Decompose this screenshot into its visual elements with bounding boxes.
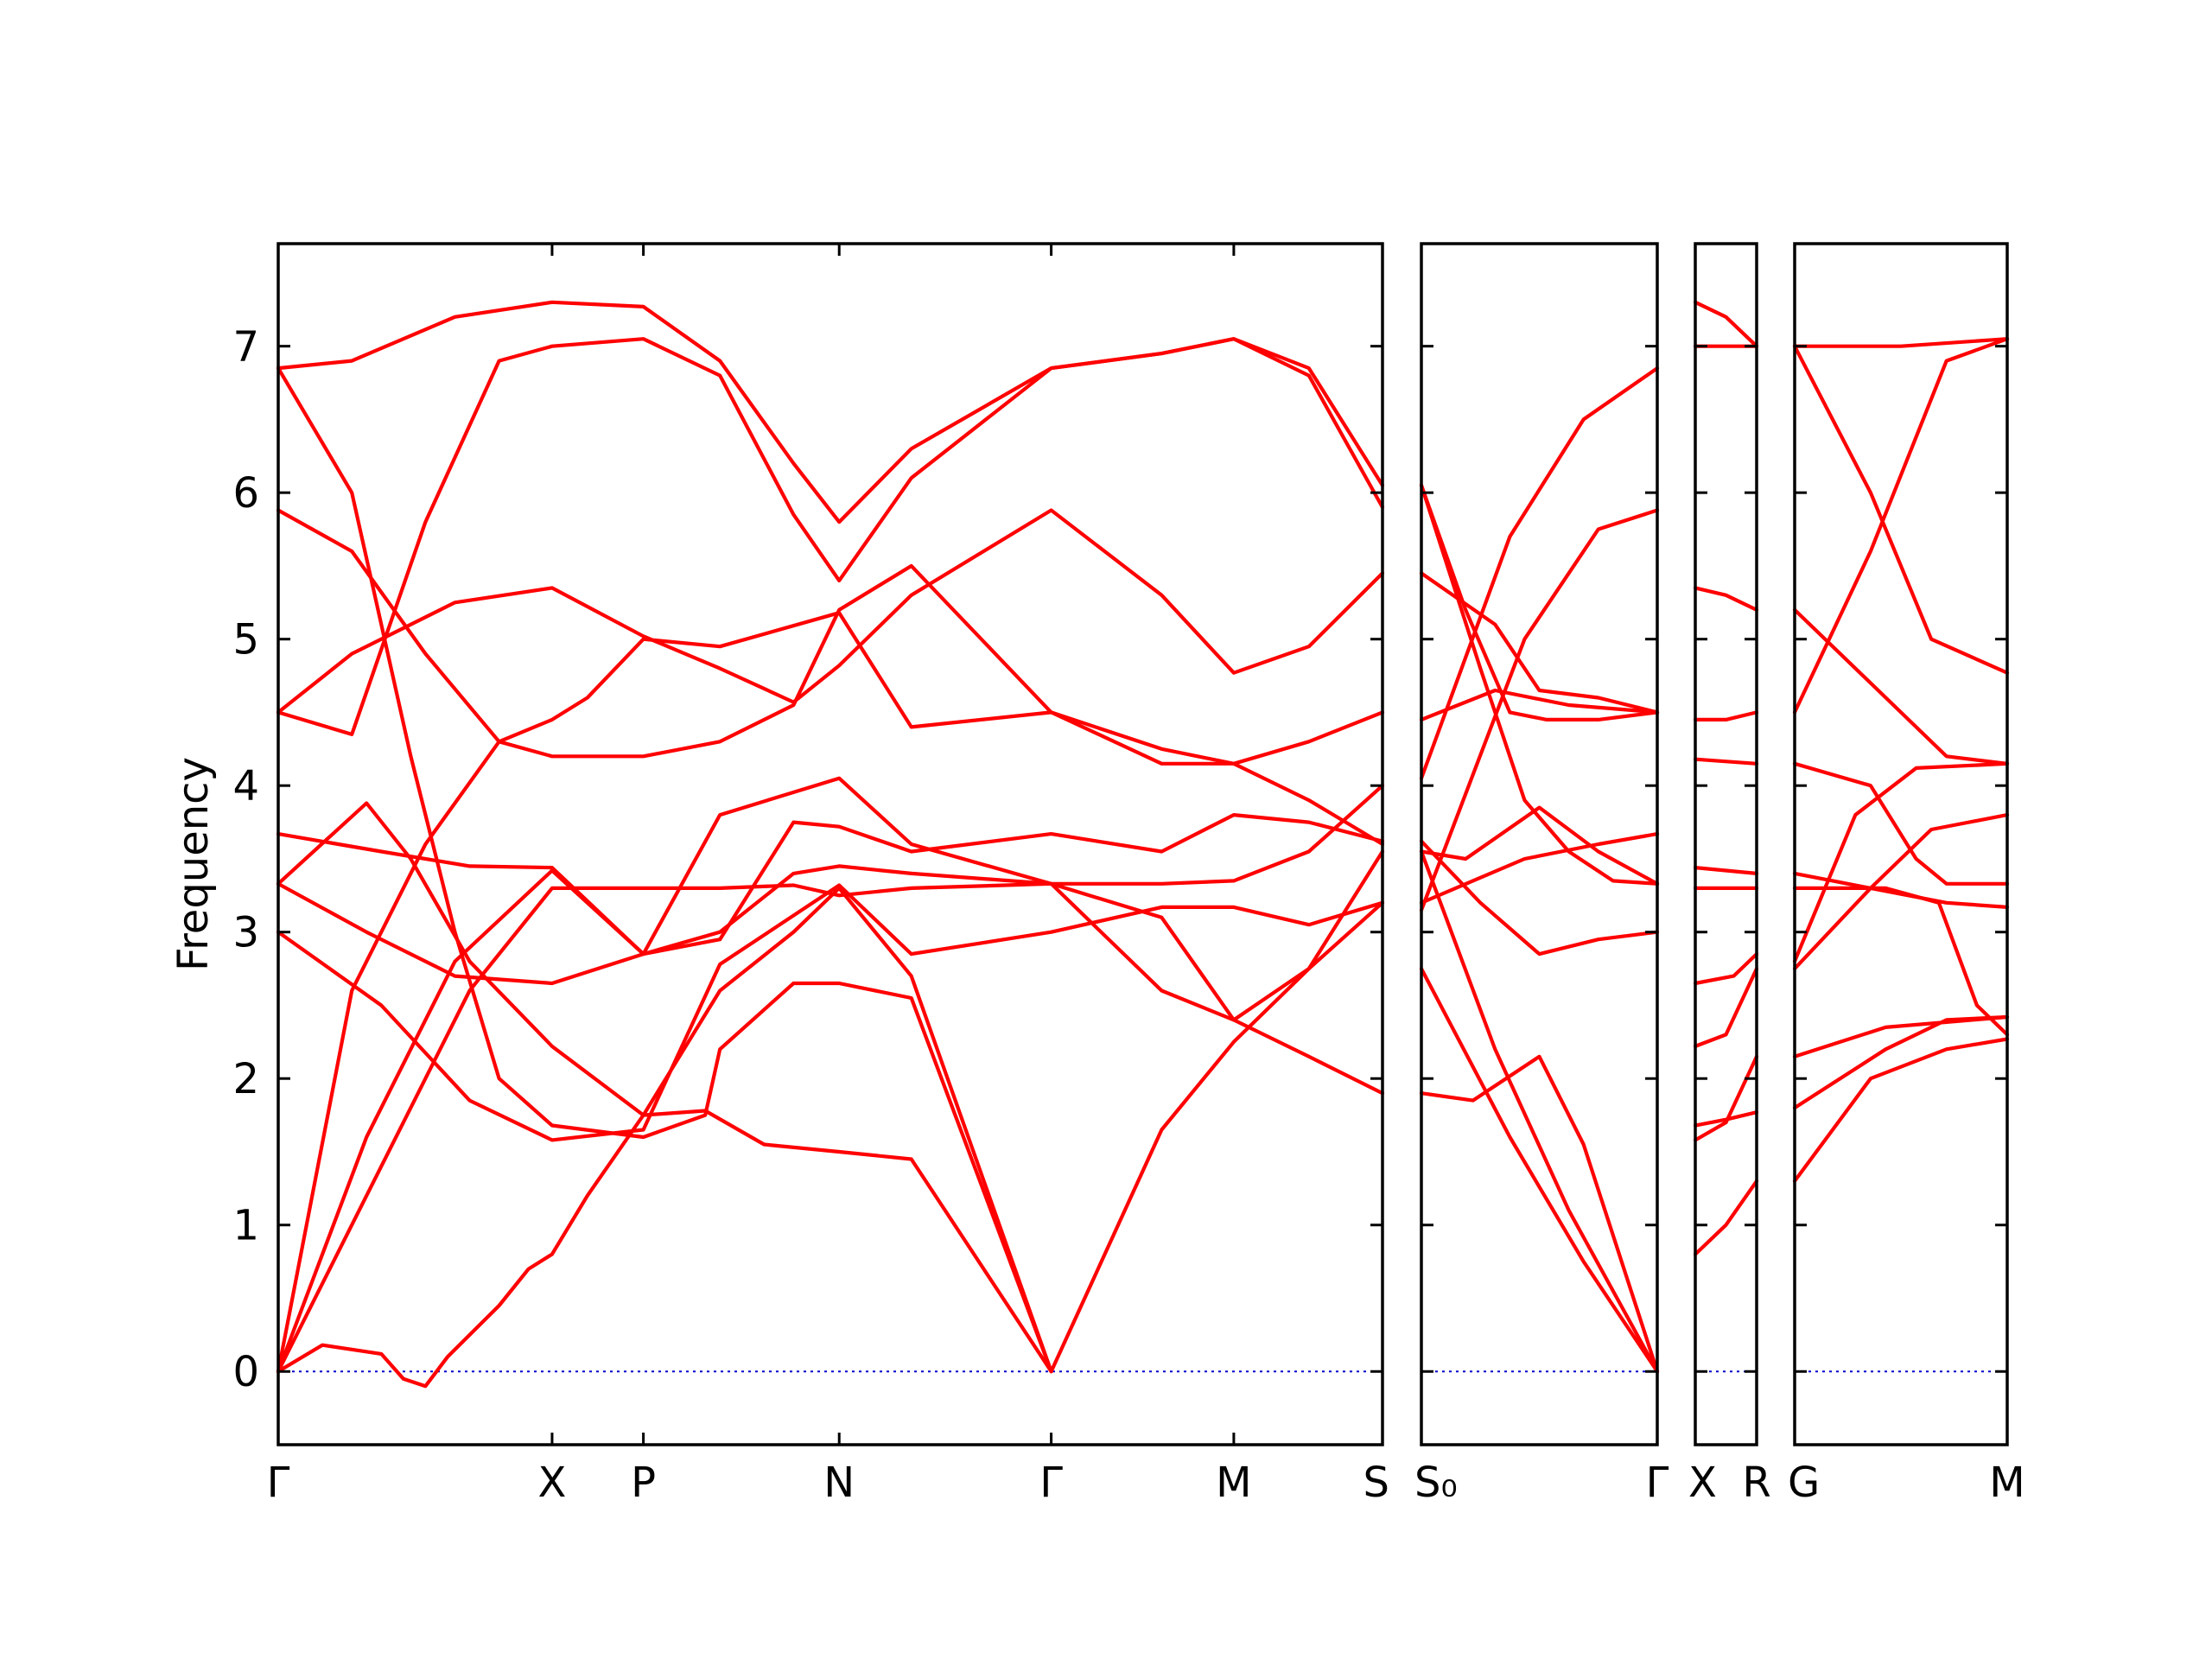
band-line-8 bbox=[1419, 805, 1660, 886]
band-line-1 bbox=[1792, 337, 2010, 348]
band-line-10 bbox=[276, 508, 1385, 715]
x-tick-label: X bbox=[537, 1459, 566, 1507]
band-line-5 bbox=[1419, 688, 1660, 721]
x-tick-label: M bbox=[1989, 1459, 2024, 1507]
band-line-12 bbox=[1792, 1037, 2010, 1183]
panel-frame bbox=[1793, 242, 2009, 1446]
y-tick-label: 5 bbox=[232, 616, 259, 664]
band-line-9 bbox=[1792, 886, 2010, 1037]
band-line-7 bbox=[1419, 832, 1660, 905]
band-line-5 bbox=[1693, 757, 1759, 766]
band-line-10 bbox=[1419, 967, 1660, 1374]
y-tick-label: 4 bbox=[232, 762, 259, 810]
band-line-6 bbox=[1419, 839, 1660, 957]
band-line-5 bbox=[276, 883, 1385, 1142]
band-line-11 bbox=[1693, 1110, 1759, 1128]
panel-frame bbox=[1420, 242, 1659, 1446]
x-tick-label: S₀ bbox=[1414, 1459, 1458, 1507]
y-tick-label: 3 bbox=[232, 909, 259, 957]
band-line-3 bbox=[1792, 337, 2010, 715]
band-line-1 bbox=[1419, 483, 1660, 886]
band-line-3 bbox=[1693, 586, 1759, 612]
band-line-8 bbox=[276, 801, 1053, 1374]
x-tick-label: M bbox=[1216, 1459, 1251, 1507]
band-line-10 bbox=[1792, 1014, 2010, 1058]
panel-frame bbox=[1694, 242, 1758, 1446]
band-line-9 bbox=[1693, 967, 1759, 1048]
band-line-11 bbox=[1792, 1014, 2010, 1110]
y-tick-label: 0 bbox=[232, 1348, 259, 1396]
panel-2: S₀ Γ bbox=[1414, 242, 1669, 1507]
band-line-3 bbox=[1419, 366, 1660, 780]
x-tick-label: X bbox=[1688, 1459, 1717, 1507]
x-tick-label: P bbox=[631, 1459, 656, 1507]
band-line-13 bbox=[276, 366, 1385, 1374]
band-line-1 bbox=[276, 1109, 1053, 1389]
x-tick-label: Γ bbox=[1646, 1459, 1669, 1507]
band-line-4 bbox=[1792, 607, 2010, 766]
y-tick-label: 2 bbox=[232, 1055, 259, 1103]
band-line-9 bbox=[1419, 508, 1660, 912]
band-line-4 bbox=[1419, 571, 1660, 715]
band-line-12 bbox=[1693, 1179, 1759, 1256]
band-line-11 bbox=[1419, 849, 1660, 1374]
band-line-2 bbox=[276, 784, 1385, 1374]
band-line-12 bbox=[276, 300, 1385, 524]
band-line-2 bbox=[1419, 483, 1660, 721]
band-line-12 bbox=[1419, 1054, 1660, 1374]
panel-frame bbox=[276, 242, 1384, 1446]
x-tick-label: Γ bbox=[1039, 1459, 1063, 1507]
band-line-8 bbox=[1792, 871, 2010, 909]
y-tick-label: 6 bbox=[232, 469, 259, 518]
band-line-4 bbox=[276, 864, 1385, 1374]
band-line-11 bbox=[276, 508, 1385, 847]
y-tick-label: 7 bbox=[232, 323, 259, 372]
band-line-10 bbox=[1693, 1054, 1759, 1142]
x-tick-label: S bbox=[1363, 1459, 1389, 1507]
x-tick-label: Γ bbox=[267, 1459, 290, 1507]
band-line-6 bbox=[1792, 761, 2010, 963]
y-tick-label: 1 bbox=[232, 1202, 259, 1250]
x-tick-label: N bbox=[823, 1459, 855, 1507]
band-line-1 bbox=[1693, 300, 1759, 348]
y-axis-label: Frequency bbox=[169, 757, 218, 971]
band-line-8 bbox=[1693, 952, 1759, 986]
band-line-3 bbox=[276, 611, 1385, 1374]
band-line-6 bbox=[1693, 866, 1759, 875]
x-tick-label: R bbox=[1742, 1459, 1770, 1507]
band-line-6 bbox=[276, 813, 1385, 986]
band-line-4 bbox=[1693, 710, 1759, 721]
band-line-2 bbox=[1792, 344, 2010, 675]
x-tick-label: G bbox=[1788, 1459, 1820, 1507]
band-line-7 bbox=[1792, 813, 2010, 971]
band-line-5 bbox=[1792, 761, 2010, 886]
band-line-7 bbox=[276, 776, 1385, 1022]
